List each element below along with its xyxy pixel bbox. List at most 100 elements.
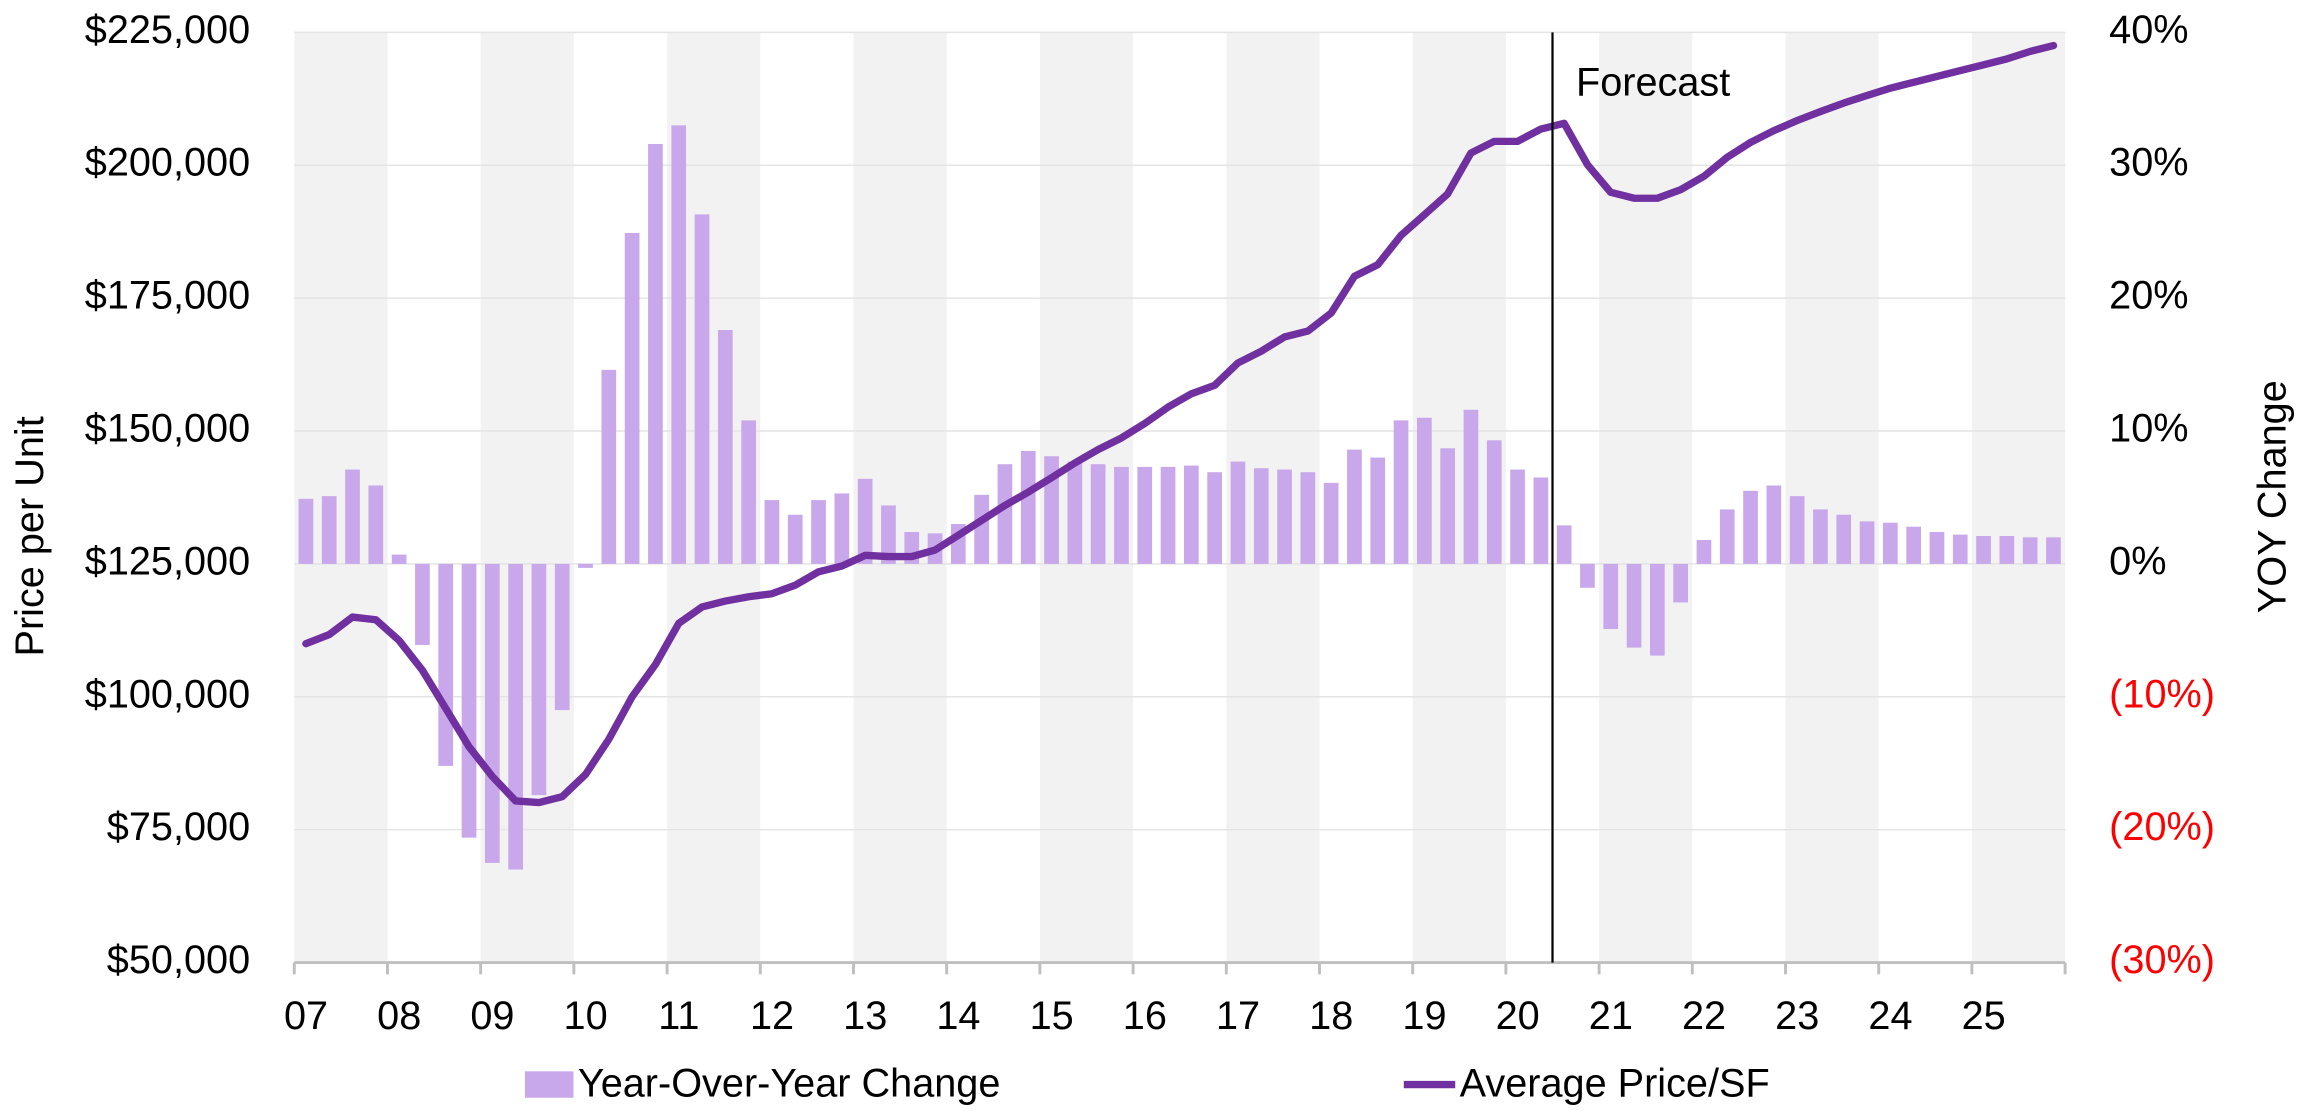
bar xyxy=(1510,469,1525,564)
x-tick-label: 20 xyxy=(1496,994,1540,1038)
x-tick-label: 21 xyxy=(1589,994,1633,1038)
y2-tick-label: 0% xyxy=(2109,539,2166,583)
year-band xyxy=(1971,32,2066,963)
bar xyxy=(1813,509,1828,564)
bar xyxy=(834,493,850,564)
bar xyxy=(1114,466,1129,564)
legend-swatch xyxy=(524,1071,574,1098)
bar xyxy=(1650,563,1665,656)
bar xyxy=(624,232,640,564)
bar xyxy=(461,563,477,838)
bar xyxy=(1183,465,1199,564)
bar xyxy=(554,563,570,711)
bar xyxy=(1137,466,1153,564)
x-tick-label: 10 xyxy=(564,994,608,1038)
bar xyxy=(974,494,989,564)
y2-axis-label: YOY Change xyxy=(2251,380,2295,613)
bar xyxy=(671,125,687,564)
x-tick-label: 08 xyxy=(377,994,421,1038)
bar xyxy=(1440,448,1455,564)
bar xyxy=(1603,563,1619,630)
bar xyxy=(1789,496,1805,564)
bar xyxy=(508,563,523,870)
x-tick-label: 09 xyxy=(470,994,514,1038)
bar xyxy=(368,485,384,564)
x-tick-label: 18 xyxy=(1309,994,1353,1038)
x-tick-label: 12 xyxy=(750,994,794,1038)
bar xyxy=(1952,534,1968,564)
legend-label: Average Price/SF xyxy=(1460,1062,1770,1106)
y-axis-label: Price per Unit xyxy=(8,416,52,656)
y2-tick-label: (20%) xyxy=(2109,805,2215,849)
bar xyxy=(1883,522,1898,564)
y-tick-label: $150,000 xyxy=(85,406,250,450)
bar xyxy=(1323,482,1339,564)
bar xyxy=(1416,417,1432,564)
bar xyxy=(1463,409,1479,564)
bar xyxy=(1626,563,1642,648)
x-tick-label: 25 xyxy=(1962,994,2006,1038)
bar xyxy=(787,514,803,564)
bar xyxy=(1486,440,1502,564)
y-tick-label: $175,000 xyxy=(85,274,250,318)
bar xyxy=(2046,537,2061,564)
bar xyxy=(298,498,314,564)
x-tick-label: 22 xyxy=(1682,994,1726,1038)
bar xyxy=(601,369,617,564)
x-tick-label: 16 xyxy=(1123,994,1167,1038)
bar xyxy=(321,496,337,564)
bar xyxy=(1533,477,1549,564)
bar xyxy=(997,464,1013,564)
x-tick-label: 19 xyxy=(1402,994,1446,1038)
bar xyxy=(1836,514,1852,564)
x-tick-label: 13 xyxy=(843,994,887,1038)
bar xyxy=(1556,525,1572,564)
bar xyxy=(1859,521,1875,564)
bar xyxy=(578,563,593,568)
x-tick-label: 24 xyxy=(1868,994,1912,1038)
bar xyxy=(764,500,780,564)
x-tick-label: 23 xyxy=(1775,994,1819,1038)
bar xyxy=(531,563,547,796)
y2-tick-label: 20% xyxy=(2109,274,2188,318)
bar xyxy=(1719,509,1735,564)
bar xyxy=(1696,539,1712,564)
bar xyxy=(1207,472,1222,564)
bar xyxy=(1393,420,1409,564)
bar xyxy=(415,563,430,645)
x-tick-label: 11 xyxy=(658,994,699,1038)
bar xyxy=(1020,450,1036,564)
bar xyxy=(857,478,873,564)
bar xyxy=(1067,461,1083,564)
bar xyxy=(694,214,710,564)
bar xyxy=(811,500,826,564)
forecast-label: Forecast xyxy=(1576,61,1730,105)
y2-tick-label: 40% xyxy=(2109,8,2188,52)
legend-label: Year-Over-Year Change xyxy=(578,1062,1001,1106)
bar xyxy=(1580,563,1595,588)
bar xyxy=(1673,563,1688,603)
bar xyxy=(1906,526,1922,564)
bar xyxy=(1766,485,1782,564)
year-band xyxy=(1599,32,1693,963)
y-tick-label: $225,000 xyxy=(85,8,250,52)
y-tick-label: $50,000 xyxy=(107,938,250,982)
y-tick-label: $125,000 xyxy=(85,539,250,583)
bar xyxy=(1999,535,2015,564)
bar xyxy=(1300,472,1316,564)
bar xyxy=(1253,468,1269,564)
x-tick-label: 07 xyxy=(284,994,328,1038)
price-line xyxy=(302,41,2058,807)
y-tick-label: $100,000 xyxy=(85,672,250,716)
bar xyxy=(717,330,733,564)
bar xyxy=(1976,535,1991,564)
x-tick-label: 15 xyxy=(1030,994,1074,1038)
bar xyxy=(1743,490,1758,564)
y2-tick-label: 30% xyxy=(2109,141,2188,185)
bar xyxy=(1230,461,1246,564)
bar xyxy=(438,563,454,766)
bar xyxy=(1160,466,1176,564)
bar xyxy=(1090,464,1106,564)
bar xyxy=(1370,457,1386,564)
y-tick-label: $200,000 xyxy=(85,141,250,185)
